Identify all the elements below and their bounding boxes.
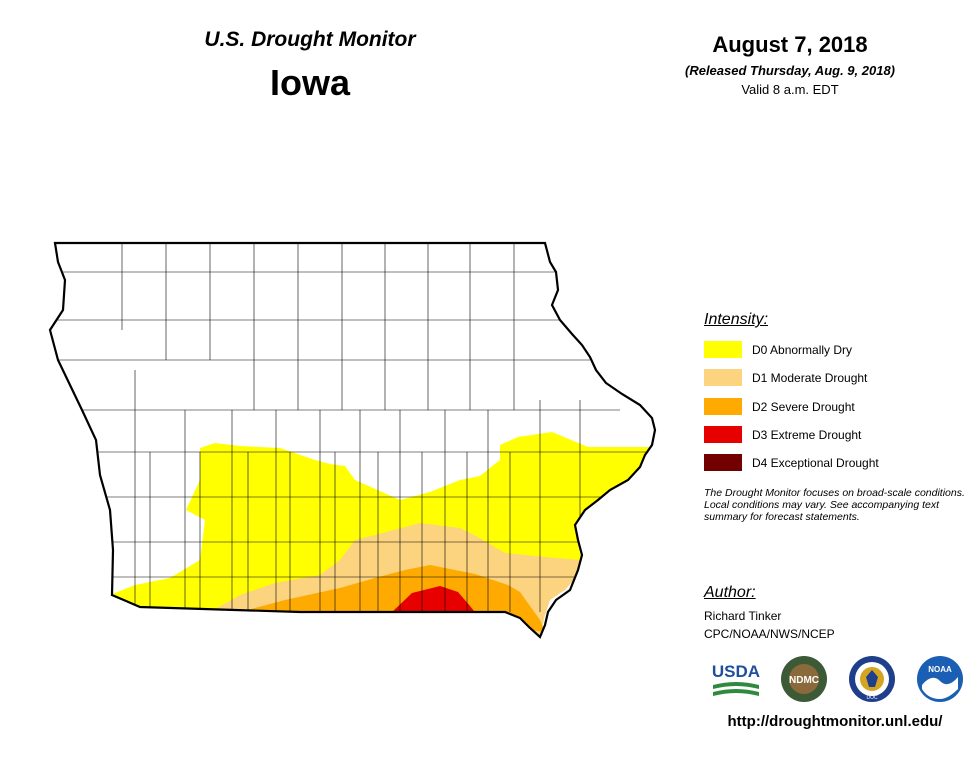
d1-label: D1 Moderate Drought [752, 371, 868, 385]
d3-region [390, 586, 478, 616]
d4-swatch [704, 454, 742, 471]
d1-swatch [704, 369, 742, 386]
disclaimer-note: The Drought Monitor focuses on broad-sca… [704, 487, 965, 523]
map-date: August 7, 2018 [712, 32, 868, 57]
d2-swatch [704, 398, 742, 415]
valid-time: Valid 8 a.m. EDT [741, 82, 839, 97]
website-link[interactable]: http://droughtmonitor.unl.edu/ [727, 713, 943, 730]
iowa-border [48, 241, 657, 639]
author-heading: Author: [704, 584, 756, 601]
d4-label: D4 Exceptional Drought [752, 456, 879, 470]
ndmc-logo: NDMC [781, 656, 827, 702]
legend-title: Intensity: [704, 311, 769, 328]
doc-seal-logo: DOC [849, 656, 895, 702]
d0-label: D0 Abnormally Dry [752, 343, 853, 357]
author-name: Richard Tinker [704, 609, 782, 623]
state-name: Iowa [269, 62, 350, 103]
county-lines [55, 243, 655, 612]
doc-wordmark: DOC [866, 695, 878, 701]
d3-swatch [704, 426, 742, 443]
noaa-logo: NOAA [917, 656, 963, 702]
d0-swatch [704, 341, 742, 358]
usda-logo: USDA [712, 662, 760, 696]
release-date: (Released Thursday, Aug. 9, 2018) [685, 63, 895, 78]
author-org: CPC/NOAA/NWS/NCEP [704, 627, 835, 641]
ndmc-wordmark: NDMC [789, 675, 819, 686]
noaa-wordmark: NOAA [928, 665, 952, 674]
d3-label: D3 Extreme Drought [752, 428, 862, 442]
map-title: U.S. Drought Monitor [204, 28, 416, 51]
d2-label: D2 Severe Drought [752, 400, 855, 414]
usda-wordmark: USDA [712, 662, 760, 681]
